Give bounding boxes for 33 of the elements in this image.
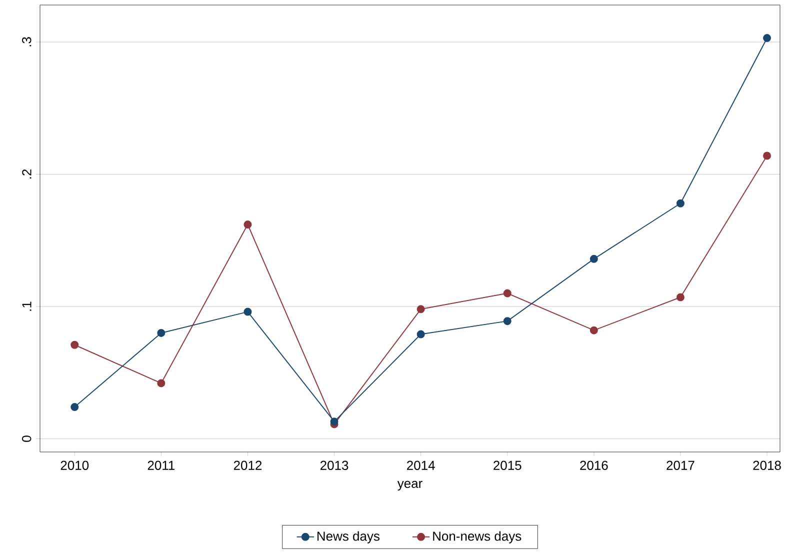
y-tick-label: .3	[22, 37, 32, 46]
x-tick-label: 2010	[60, 460, 89, 470]
y-tick-label: .1	[22, 302, 32, 311]
point	[503, 289, 512, 298]
y-tick-label: 0	[22, 436, 32, 442]
legend-label: Non-news days	[433, 531, 522, 544]
x-tick-label: 2015	[494, 460, 522, 470]
point	[157, 379, 166, 388]
point	[244, 308, 252, 316]
y-tick-label: .2	[22, 170, 32, 178]
point	[763, 34, 772, 42]
point	[416, 330, 425, 338]
x-tick-label: 2018	[753, 460, 781, 470]
x-axis-title: year	[397, 480, 422, 491]
point	[416, 305, 425, 314]
point	[157, 328, 166, 337]
point	[330, 418, 338, 426]
point	[244, 220, 252, 229]
x-tick-label: 2016	[580, 460, 608, 470]
legend-label: News days	[317, 531, 380, 544]
point	[590, 254, 598, 263]
x-tick-label: 2011	[148, 460, 175, 470]
x-tick-label: 2012	[234, 460, 262, 470]
x-tick-label: 2017	[666, 460, 694, 470]
x-tick-label: 2014	[407, 460, 435, 470]
point	[503, 317, 512, 326]
point	[676, 293, 684, 302]
point	[70, 403, 79, 412]
point	[763, 152, 772, 160]
x-tick-label: 2013	[320, 460, 348, 470]
point	[676, 199, 684, 208]
point	[590, 326, 598, 334]
point	[70, 340, 79, 349]
